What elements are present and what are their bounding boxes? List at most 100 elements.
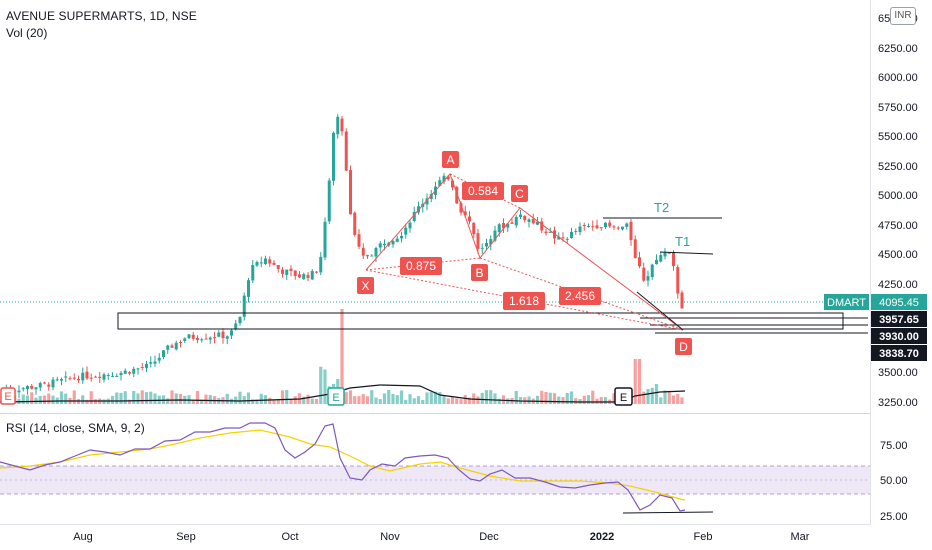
volume-bar xyxy=(480,392,484,404)
volume-bar xyxy=(642,391,646,404)
volume-bar xyxy=(421,399,425,404)
symbol-tag-text: DMART xyxy=(827,297,866,309)
volume-bar xyxy=(603,397,608,404)
candle-body xyxy=(72,377,76,379)
volume-bar xyxy=(450,396,455,404)
symbol-title[interactable]: AVENUE SUPERMARTS, 1D, NSE xyxy=(6,9,197,23)
volume-bar xyxy=(136,393,140,404)
point-c-box xyxy=(511,185,528,202)
candle-body xyxy=(599,227,603,229)
rsi-sma-line xyxy=(0,429,686,501)
ratio-bd-label[interactable]: 2.456 xyxy=(559,287,601,305)
candle-body xyxy=(574,230,578,232)
candle-body xyxy=(17,390,21,393)
earnings-marker-2[interactable]: E xyxy=(327,387,345,406)
candle-body xyxy=(502,223,505,229)
target-t2-label[interactable]: T2 xyxy=(654,200,669,215)
point-x-label[interactable]: X xyxy=(357,277,374,294)
volume-bar xyxy=(255,399,259,404)
candle-body xyxy=(187,334,191,339)
volume-bar xyxy=(378,399,382,404)
rsi-tick: 75.00 xyxy=(880,440,908,452)
ratio-xb-label[interactable]: 0.875 xyxy=(400,257,442,275)
candle-body xyxy=(106,374,110,376)
candle-body xyxy=(591,226,595,228)
candle-body xyxy=(47,384,51,387)
volume-bar xyxy=(565,392,569,404)
candle-body xyxy=(527,219,531,222)
candle-body xyxy=(595,225,599,229)
candle-body xyxy=(111,375,114,377)
earnings-marker-1[interactable]: E xyxy=(0,387,16,405)
candle-body xyxy=(251,265,255,281)
volume-bar xyxy=(30,392,34,404)
level-tag-2[interactable]: 3930.00 xyxy=(871,328,927,344)
candle-body xyxy=(429,194,433,199)
symbol-price-tag[interactable]: DMART 4095.45 xyxy=(824,294,927,310)
support-zone-box[interactable] xyxy=(117,312,844,330)
candle-body xyxy=(255,261,259,266)
candle-body xyxy=(374,248,378,257)
candle-body xyxy=(489,239,493,245)
volume-bar xyxy=(637,359,642,404)
volume-bar xyxy=(238,391,242,404)
currency-badge[interactable]: INR xyxy=(890,7,916,25)
candle-body xyxy=(64,376,68,378)
volume-bar xyxy=(251,399,255,404)
time-axis[interactable]: Aug Sep Oct Nov Dec 2022 Feb Mar xyxy=(73,531,810,543)
candle-body xyxy=(570,231,573,239)
pattern-ac xyxy=(449,173,521,209)
candle-body xyxy=(191,334,195,339)
candle-body xyxy=(361,247,365,256)
point-c-label[interactable]: C xyxy=(511,185,528,202)
rsi-axis[interactable]: 75.00 50.00 25.00 xyxy=(880,440,908,523)
volume-bar xyxy=(72,390,76,404)
target-t1-label[interactable]: T1 xyxy=(675,234,690,249)
candle-body xyxy=(565,238,569,240)
ratio-ac-box xyxy=(462,182,504,200)
volume-bar xyxy=(272,399,276,404)
volume-bar xyxy=(574,398,578,404)
volume-bar xyxy=(595,398,599,404)
level-tag-3[interactable]: 3838.70 xyxy=(871,345,927,361)
point-a-label[interactable]: A xyxy=(442,151,459,168)
ratio-ac-label[interactable]: 0.584 xyxy=(462,182,504,200)
ratio-xb-text: 0.875 xyxy=(406,259,436,273)
candle-body xyxy=(85,371,89,379)
point-d-label[interactable]: D xyxy=(675,338,692,355)
candle-body xyxy=(132,368,136,374)
ratio-bd-text: 2.456 xyxy=(565,289,595,303)
candle-body xyxy=(395,238,399,242)
candle-body xyxy=(536,221,539,225)
candle-body xyxy=(582,224,586,226)
volume-bar xyxy=(314,398,319,404)
level-tag-1[interactable]: 3957.65 xyxy=(871,311,927,327)
candle-body xyxy=(26,386,29,389)
candle-body xyxy=(340,118,344,132)
candle-body xyxy=(514,216,518,226)
volume-bar xyxy=(484,390,489,404)
volume-bar xyxy=(178,394,183,404)
rsi-line xyxy=(0,422,686,512)
target-line-t1[interactable] xyxy=(659,251,714,255)
candle-body xyxy=(655,259,658,265)
candle-body xyxy=(353,212,357,235)
price-tick: 5250.00 xyxy=(878,161,918,173)
rsi-indicator-label[interactable]: RSI (14, close, SMA, 9, 2) xyxy=(6,421,145,435)
candle-body xyxy=(332,132,335,181)
rsi-divergence-line[interactable] xyxy=(622,511,714,514)
price-tick: 4250.00 xyxy=(878,279,918,291)
volume-indicator-label[interactable]: Vol (20) xyxy=(6,26,48,40)
point-x-text: X xyxy=(361,279,369,293)
candle-body xyxy=(548,231,552,233)
volume-bar xyxy=(514,390,518,404)
ratio-xd-label[interactable]: 1.618 xyxy=(503,292,545,310)
candle-body xyxy=(370,255,374,257)
point-b-label[interactable]: B xyxy=(471,264,488,281)
earnings-marker-2-box xyxy=(327,387,345,406)
earnings-marker-3[interactable]: E xyxy=(614,387,633,406)
volume-bar xyxy=(161,395,166,404)
volume-bar xyxy=(174,393,178,404)
candle-body xyxy=(319,256,323,273)
